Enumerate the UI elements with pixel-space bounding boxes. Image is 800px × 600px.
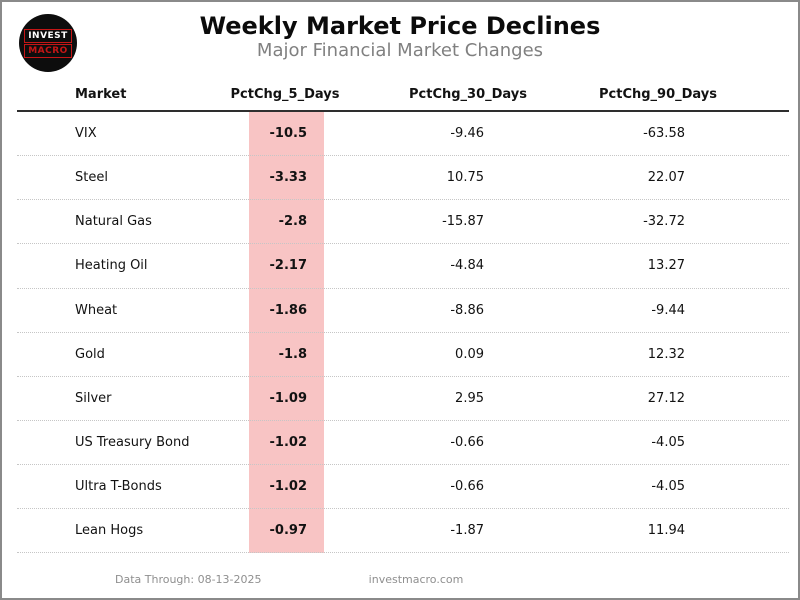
page-subtitle: Major Financial Market Changes <box>256 40 544 61</box>
market-cell: Natural Gas <box>75 214 152 230</box>
market-cell: VIX <box>75 126 97 141</box>
table-row: Heating Oil -2.17 -4.84 13.27 <box>17 244 789 289</box>
pctchg-5-days-cell: -3.33 <box>269 170 307 186</box>
pctchg-5-days-cell: -1.86 <box>269 302 307 318</box>
table-row: Ultra T-Bonds -1.02 -0.66 -4.05 <box>17 465 789 510</box>
pctchg-90-days-cell: -4.05 <box>651 479 685 495</box>
investmacro-logo: INVEST MACRO <box>19 14 77 72</box>
logo-invest-label: INVEST <box>24 28 72 43</box>
pctchg-5-days-cell: -2.17 <box>269 258 307 274</box>
market-cell: Lean Hogs <box>75 523 144 539</box>
market-cell: Ultra T-Bonds <box>75 479 162 495</box>
pctchg-5-days-cell: -1.02 <box>269 479 307 495</box>
pctchg-30-days-cell: -0.66 <box>450 434 484 450</box>
pctchg-90-days-cell: -63.58 <box>643 126 685 141</box>
market-cell: Heating Oil <box>75 258 148 274</box>
pctchg-30-days-cell: 0.09 <box>455 346 484 362</box>
pctchg-90-days-cell: 13.27 <box>647 258 685 274</box>
pctchg-5-days-cell: -1.09 <box>269 390 307 406</box>
market-cell: Steel <box>75 170 108 186</box>
pctchg-30-days-cell: -8.86 <box>450 302 484 318</box>
pctchg-90-days-cell: -32.72 <box>643 214 685 230</box>
table-row: Wheat -1.86 -8.86 -9.44 <box>17 289 789 333</box>
header-divider <box>17 110 789 112</box>
table-row: Lean Hogs -0.97 -1.87 11.94 <box>17 509 789 554</box>
market-cell: Silver <box>75 390 112 406</box>
logo-macro-label: MACRO <box>24 43 72 58</box>
pctchg-90-days-cell: 22.07 <box>647 170 685 186</box>
pctchg-30-days-cell: -1.87 <box>450 523 484 539</box>
pctchg-5-days-cell: -1.8 <box>278 346 307 362</box>
pctchg-90-days-cell: -4.05 <box>651 434 685 450</box>
market-cell: Wheat <box>75 302 118 318</box>
footer-data-through: Data Through: 08-13-2025 <box>115 573 262 586</box>
page-title: Weekly Market Price Declines <box>199 12 601 40</box>
pctchg-90-days-cell: 27.12 <box>647 390 685 406</box>
pctchg-90-days-cell: -9.44 <box>651 302 685 318</box>
table-row: VIX -10.5 -9.46 -63.58 <box>17 112 789 157</box>
table-row: US Treasury Bond -1.02 -0.66 -4.05 <box>17 421 789 466</box>
pctchg-30-days-cell: -0.66 <box>450 479 484 495</box>
column-header-pctchg-5-days: PctChg_5_Days <box>230 87 340 102</box>
table-row: Natural Gas -2.8 -15.87 -32.72 <box>17 200 789 245</box>
pctchg-30-days-cell: -4.84 <box>450 258 484 274</box>
column-header-pctchg-30-days: PctChg_30_Days <box>408 87 528 102</box>
pctchg-5-days-cell: -1.02 <box>269 434 307 450</box>
pctchg-5-days-cell: -10.5 <box>269 126 307 141</box>
market-cell: US Treasury Bond <box>75 434 190 450</box>
pctchg-30-days-cell: -15.87 <box>442 214 484 230</box>
footer-website: investmacro.com <box>368 573 464 586</box>
table-row: Silver -1.09 2.95 27.12 <box>17 377 789 421</box>
pctchg-5-days-cell: -0.97 <box>269 523 307 539</box>
pctchg-90-days-cell: 11.94 <box>647 523 685 539</box>
column-header-pctchg-90-days: PctChg_90_Days <box>598 87 718 102</box>
table-row: Steel -3.33 10.75 22.07 <box>17 156 789 201</box>
pctchg-5-days-cell: -2.8 <box>278 214 307 230</box>
pctchg-90-days-cell: 12.32 <box>647 346 685 362</box>
pctchg-30-days-cell: -9.46 <box>450 126 484 141</box>
table-row: Gold -1.8 0.09 12.32 <box>17 333 789 377</box>
column-header-market: Market <box>75 87 127 102</box>
pctchg-30-days-cell: 10.75 <box>446 170 484 186</box>
market-cell: Gold <box>75 346 105 362</box>
market-table: VIX -10.5 -9.46 -63.58 Steel -3.33 10.75… <box>17 112 789 554</box>
pctchg-30-days-cell: 2.95 <box>455 390 484 406</box>
